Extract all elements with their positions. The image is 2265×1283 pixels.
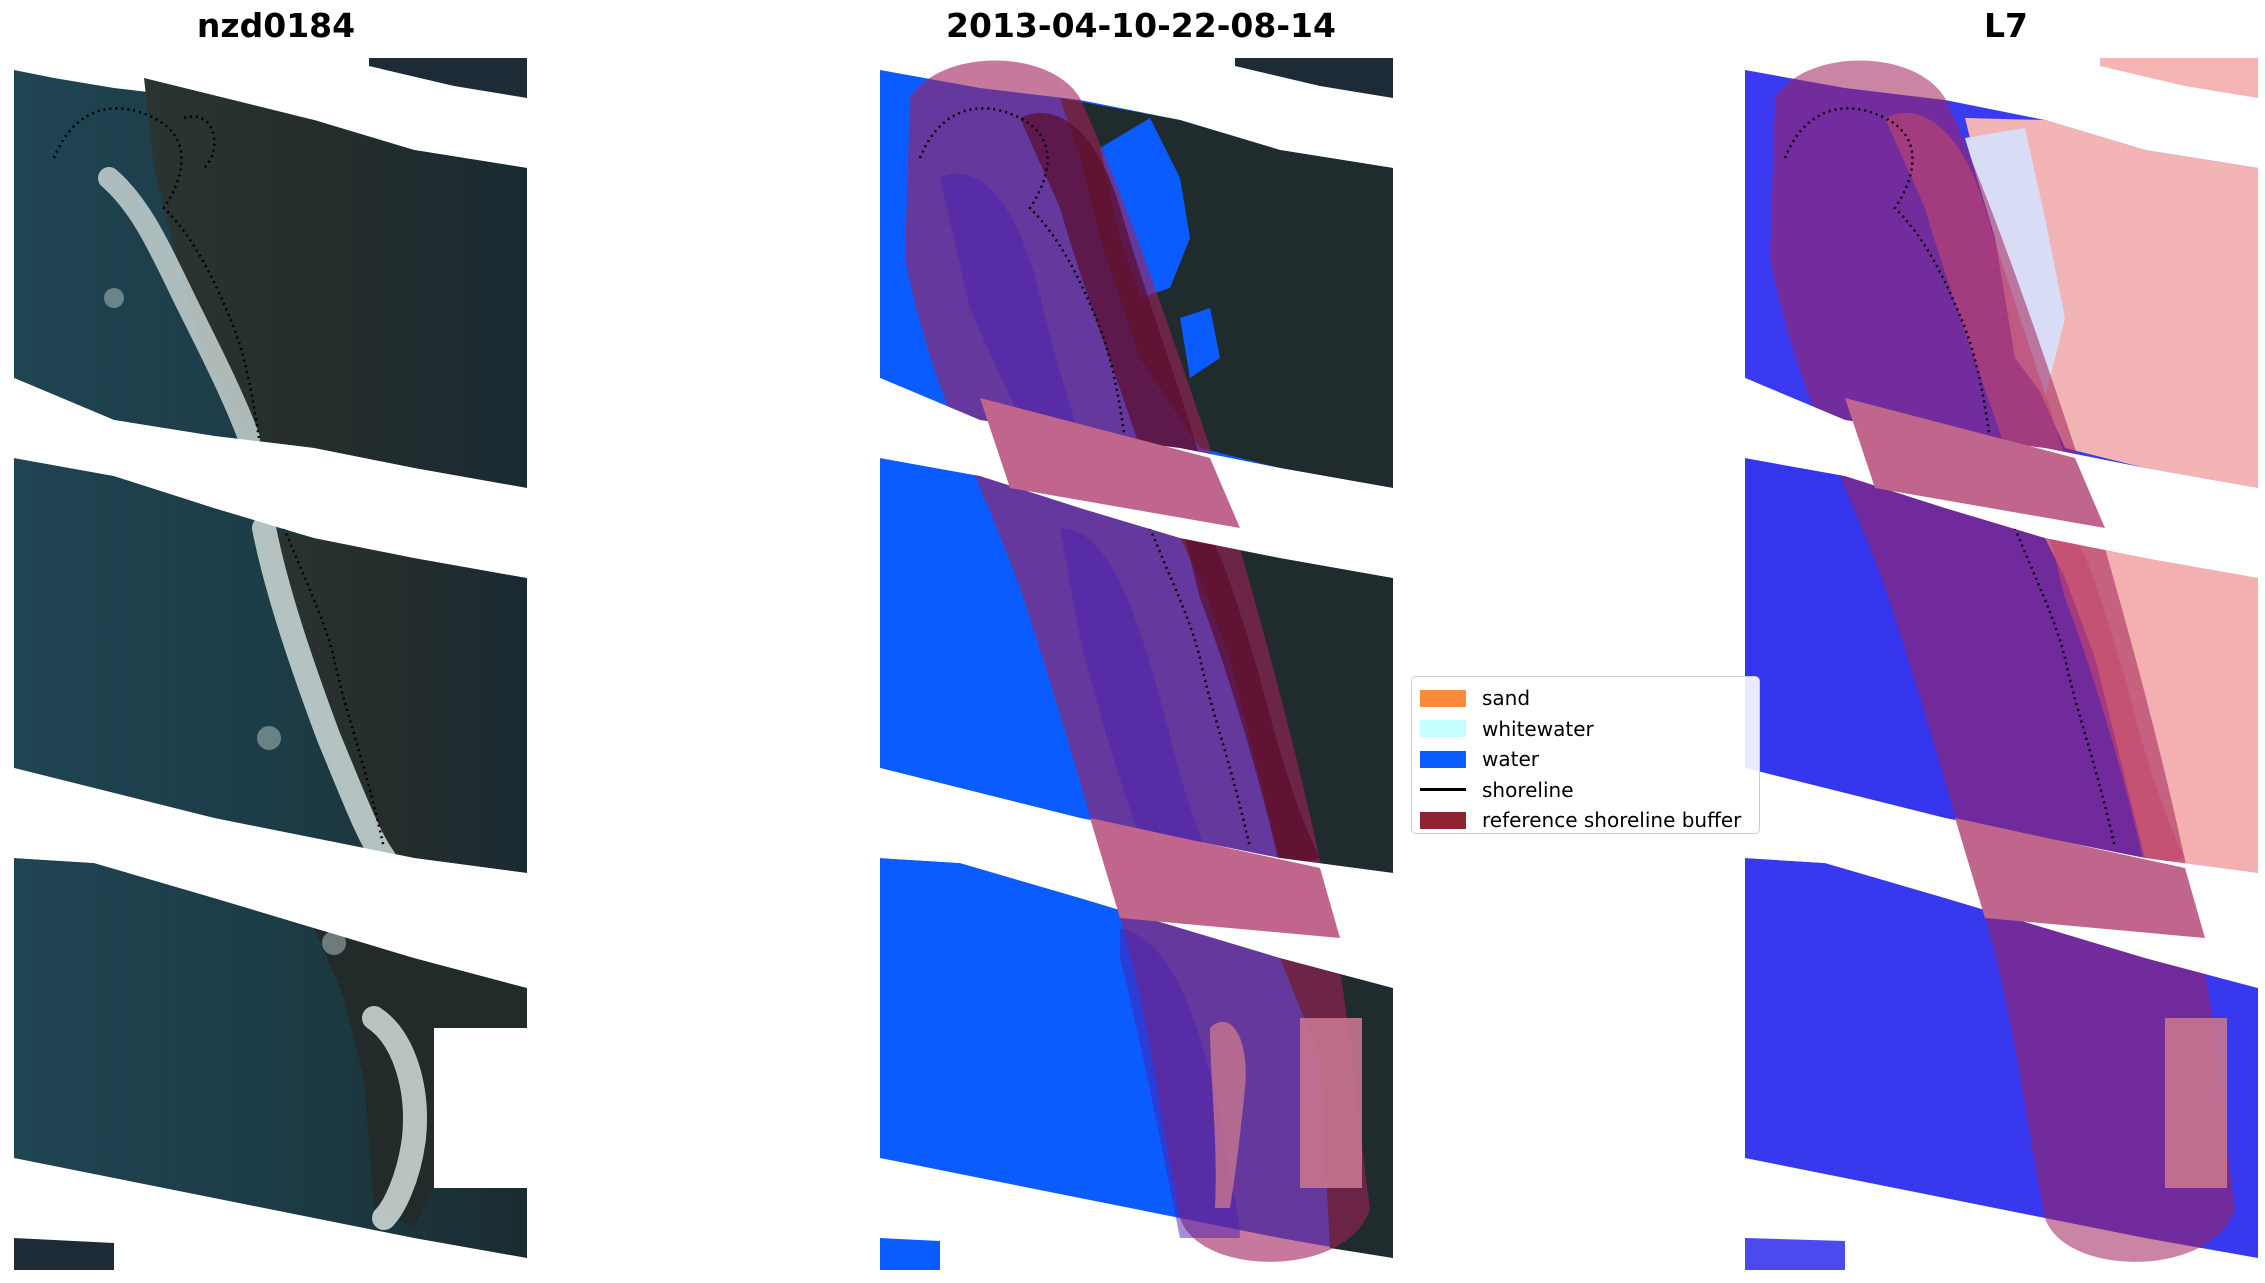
reference-shoreline-buffer xyxy=(1770,60,2235,1262)
panel-title-rgb: nzd0184 xyxy=(196,6,356,45)
panel-title-index: L7 xyxy=(1984,6,2028,45)
legend-item-whitewater: whitewater xyxy=(1420,714,1751,745)
legend-label: shoreline xyxy=(1482,777,1574,802)
legend-item-shoreline: shoreline xyxy=(1420,775,1751,806)
surf-zone xyxy=(252,516,396,870)
surf-zone xyxy=(98,167,260,449)
legend-label: reference shoreline buffer xyxy=(1482,808,1742,833)
legend-label: whitewater xyxy=(1482,716,1594,741)
panel-title-classified: 2013-04-10-22-08-14 xyxy=(946,6,1336,45)
scene-strip xyxy=(369,58,527,98)
legend-label: sand xyxy=(1482,686,1531,711)
classified-image xyxy=(880,58,1393,1270)
shoreline-line xyxy=(918,107,1127,439)
index-image xyxy=(1745,58,2258,1270)
shoreline-line xyxy=(1148,527,1252,849)
legend-label: water xyxy=(1482,747,1539,772)
classified-image-panel xyxy=(880,58,1393,1270)
surf-zone xyxy=(362,1006,427,1230)
rgb-image xyxy=(14,58,527,1270)
legend-item-sand: sand xyxy=(1420,683,1751,714)
legend-item-reference-shoreline-buffer: reference shoreline buffer xyxy=(1420,805,1751,836)
legend-swatch xyxy=(1420,811,1466,829)
legend-item-water: water xyxy=(1420,744,1751,775)
legend-swatch xyxy=(1420,689,1466,707)
shoreline-line xyxy=(183,115,216,169)
rgb-image-panel xyxy=(14,58,527,1270)
legend: sand whitewater water shoreline referenc… xyxy=(1411,676,1760,834)
shoreline-line xyxy=(52,107,261,439)
legend-line xyxy=(1420,788,1466,792)
index-image-panel xyxy=(1745,58,2258,1270)
shoreline-line xyxy=(2013,527,2117,849)
legend-swatch xyxy=(1420,750,1466,768)
shoreline-line xyxy=(1783,107,1992,439)
shoreline-line xyxy=(282,527,386,849)
legend-swatch xyxy=(1420,720,1466,738)
